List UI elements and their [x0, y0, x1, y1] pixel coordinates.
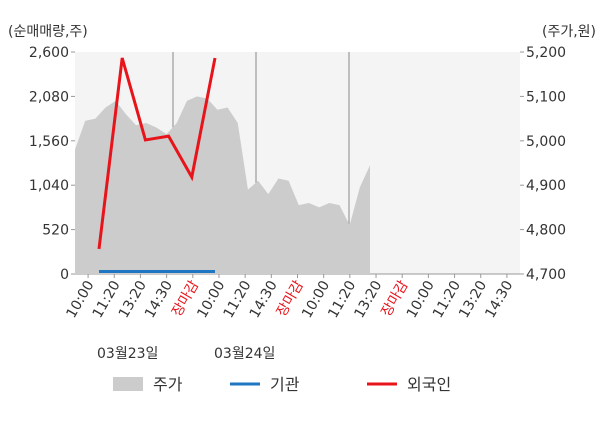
y2-tick-label: 5,200 — [526, 45, 566, 61]
line — [97, 57, 217, 250]
y2-tick-label: 4,900 — [526, 178, 566, 194]
y-tick-label: 1,560 — [29, 134, 69, 150]
legend-label: 외국인 — [407, 375, 451, 394]
y-tick-label: 0 — [60, 267, 69, 283]
legend-label: 주가 — [153, 375, 183, 394]
y-tick-label: 2,600 — [29, 45, 69, 61]
y-axis-label: (순매매량,주) — [8, 24, 88, 40]
legend-swatch — [113, 377, 143, 391]
y-tick-label: 520 — [42, 223, 69, 239]
y2-axis-label: (주가,원) — [542, 24, 596, 40]
y2-tick-label: 5,000 — [526, 134, 566, 150]
legend-label: 기관 — [270, 375, 300, 394]
y-tick-label: 2,080 — [29, 89, 69, 105]
y2-tick-label: 4,800 — [526, 223, 566, 239]
y2-tick-label: 4,700 — [526, 267, 566, 283]
y-tick-label: 1,040 — [29, 178, 69, 194]
date-label: 03월23일 — [97, 346, 158, 362]
date-label: 03월24일 — [214, 346, 275, 362]
y2-tick-label: 5,100 — [526, 89, 566, 105]
